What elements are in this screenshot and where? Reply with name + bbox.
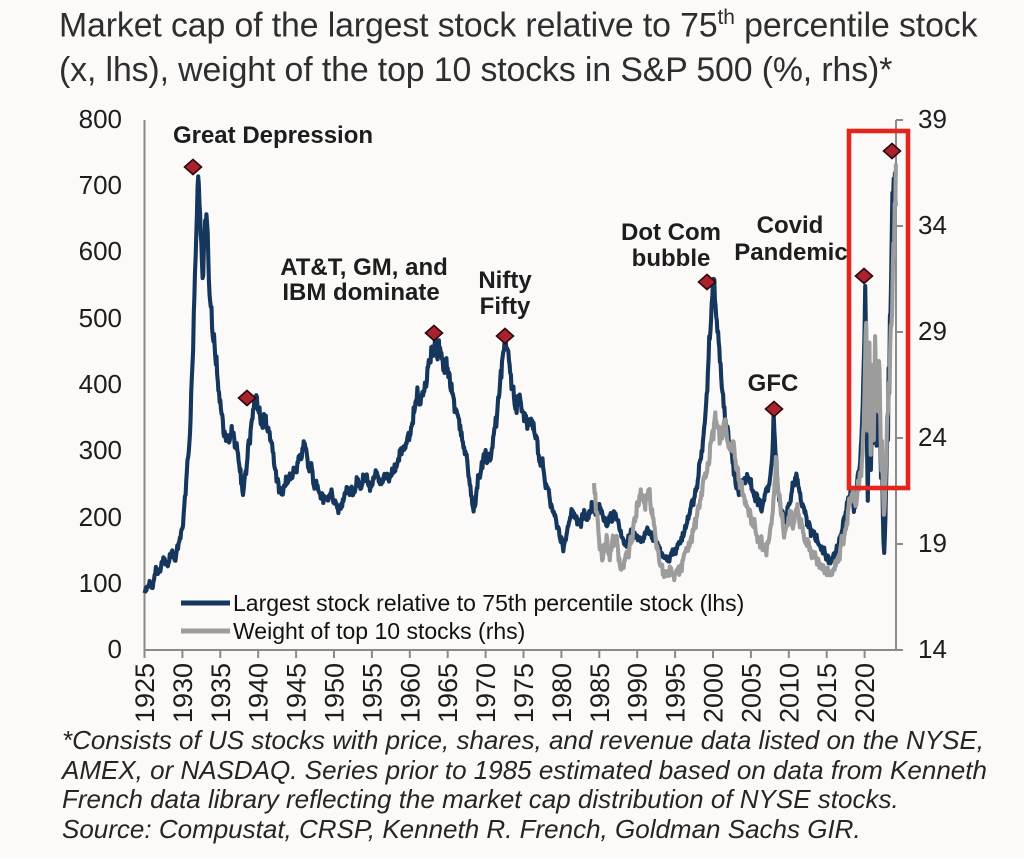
svg-text:400: 400: [79, 369, 122, 399]
svg-text:1925: 1925: [130, 663, 160, 723]
svg-text:100: 100: [79, 568, 122, 598]
svg-text:1995: 1995: [661, 663, 691, 723]
svg-text:1970: 1970: [471, 663, 501, 723]
svg-text:Pandemic: Pandemic: [734, 239, 847, 266]
svg-text:1945: 1945: [282, 663, 312, 723]
svg-text:2000: 2000: [699, 663, 729, 723]
svg-text:1965: 1965: [433, 663, 463, 723]
svg-text:24: 24: [918, 422, 947, 452]
svg-text:500: 500: [79, 303, 122, 333]
svg-text:2020: 2020: [850, 663, 880, 723]
svg-text:Great Depression: Great Depression: [173, 122, 373, 149]
svg-text:2015: 2015: [812, 663, 842, 723]
svg-text:Weight of top 10 stocks (rhs): Weight of top 10 stocks (rhs): [233, 618, 525, 644]
svg-text:39: 39: [918, 104, 947, 134]
svg-text:Covid: Covid: [757, 212, 824, 239]
svg-text:IBM dominate: IBM dominate: [282, 279, 439, 306]
svg-text:2010: 2010: [774, 663, 804, 723]
svg-text:1980: 1980: [547, 663, 577, 723]
svg-text:AT&T, GM, and: AT&T, GM, and: [280, 254, 448, 281]
svg-text:1940: 1940: [244, 663, 274, 723]
svg-text:34: 34: [918, 210, 947, 240]
svg-text:29: 29: [918, 316, 947, 346]
svg-text:Nifty: Nifty: [478, 267, 532, 294]
svg-text:200: 200: [79, 502, 122, 532]
svg-text:Largest stock relative to 75th: Largest stock relative to 75th percentil…: [233, 590, 744, 616]
svg-text:0: 0: [108, 634, 122, 664]
svg-text:Fifty: Fifty: [480, 293, 531, 320]
svg-text:1985: 1985: [585, 663, 615, 723]
svg-text:1975: 1975: [509, 663, 539, 723]
svg-text:bubble: bubble: [632, 245, 711, 272]
svg-text:GFC: GFC: [748, 370, 799, 397]
svg-text:700: 700: [79, 170, 122, 200]
svg-text:300: 300: [79, 435, 122, 465]
svg-text:19: 19: [918, 528, 947, 558]
svg-text:1950: 1950: [320, 663, 350, 723]
svg-text:14: 14: [918, 634, 947, 664]
svg-text:800: 800: [79, 104, 122, 134]
svg-text:Dot Com: Dot Com: [621, 219, 721, 246]
svg-text:1935: 1935: [206, 663, 236, 723]
svg-text:1955: 1955: [357, 663, 387, 723]
svg-text:1960: 1960: [395, 663, 425, 723]
svg-text:2005: 2005: [736, 663, 766, 723]
svg-text:1930: 1930: [168, 663, 198, 723]
svg-text:1990: 1990: [623, 663, 653, 723]
svg-text:600: 600: [79, 236, 122, 266]
